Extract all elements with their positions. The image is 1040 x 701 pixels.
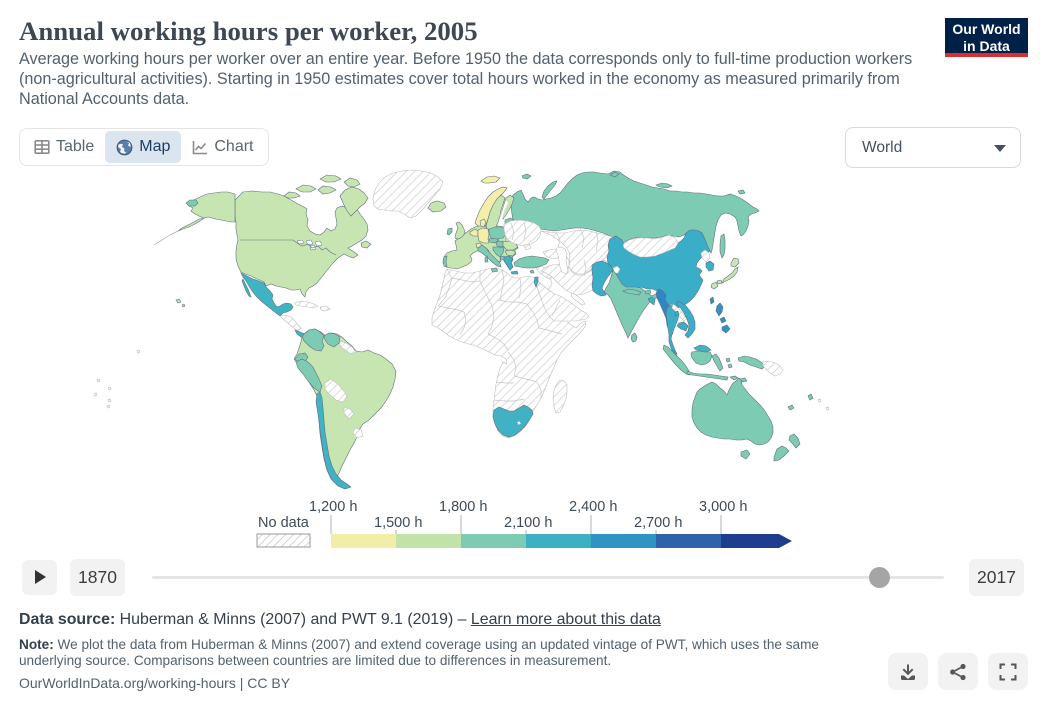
svg-text:2,700 h: 2,700 h (634, 515, 682, 531)
svg-text:1,800 h: 1,800 h (439, 499, 487, 515)
svg-text:1,500 h: 1,500 h (374, 515, 422, 531)
svg-text:2,400 h: 2,400 h (569, 499, 617, 515)
svg-text:2,100 h: 2,100 h (504, 515, 552, 531)
svg-text:1,200 h: 1,200 h (309, 499, 357, 515)
svg-text:3,000 h: 3,000 h (699, 499, 747, 515)
svg-text:No data: No data (258, 515, 310, 531)
